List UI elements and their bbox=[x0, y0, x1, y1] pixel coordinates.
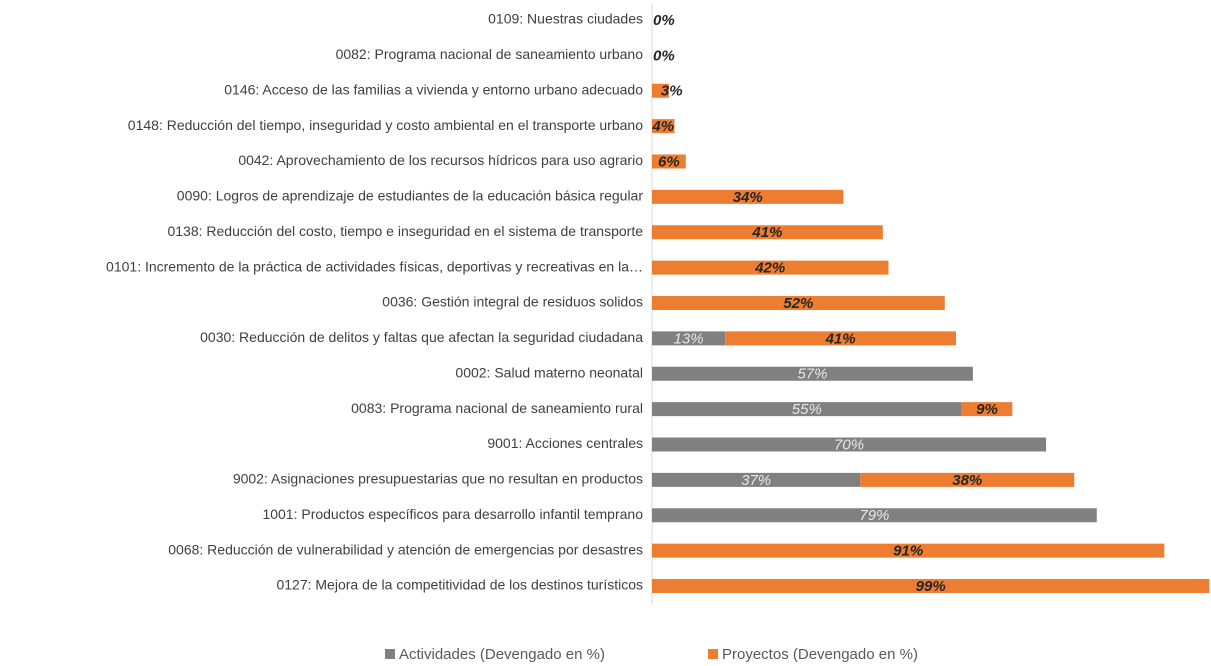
category-label: 0090: Logros de aprendizaje de estudiant… bbox=[177, 188, 644, 204]
data-label: 6% bbox=[658, 153, 680, 170]
data-label: 3% bbox=[661, 83, 683, 100]
data-label: 91% bbox=[893, 543, 923, 560]
bar-segment bbox=[961, 402, 1013, 417]
data-label: 37% bbox=[741, 472, 771, 489]
category-label: 0146: Acceso de las familias a vivienda … bbox=[224, 81, 643, 97]
bar-segment bbox=[652, 119, 675, 134]
category-label: 0068: Reducción de vulnerabilidad y aten… bbox=[168, 541, 643, 557]
legend-swatch bbox=[708, 649, 718, 659]
data-label: 41% bbox=[825, 330, 856, 347]
bar-segment bbox=[652, 296, 945, 310]
bar-segment bbox=[652, 331, 726, 346]
legend-label: Actividades (Devengado en %) bbox=[399, 646, 605, 663]
data-label: 34% bbox=[733, 189, 763, 206]
category-label: 9002: Asignaciones presupuestarias que n… bbox=[233, 471, 643, 487]
data-label: 42% bbox=[754, 260, 785, 277]
bar-segment bbox=[652, 260, 889, 275]
data-label: 0% bbox=[653, 12, 675, 29]
data-label: 13% bbox=[674, 330, 704, 347]
category-label: 0083: Programa nacional de saneamiento r… bbox=[351, 400, 643, 416]
category-label: 0030: Reducción de delitos y faltas que … bbox=[200, 329, 643, 345]
legend-swatch bbox=[385, 649, 395, 659]
category-label: 0148: Reducción del tiempo, inseguridad … bbox=[128, 117, 643, 133]
category-label: 0002: Salud materno neonatal bbox=[455, 364, 643, 380]
category-label: 0036: Gestión integral de residuos solid… bbox=[382, 294, 643, 310]
data-label: 55% bbox=[792, 401, 822, 418]
category-label: 0138: Reducción del costo, tiempo e inse… bbox=[167, 223, 643, 239]
bar-segment bbox=[652, 543, 1165, 558]
data-label: 52% bbox=[783, 295, 813, 312]
bar-segment bbox=[652, 472, 861, 487]
category-label: 0101: Incremento de la práctica de activ… bbox=[106, 258, 643, 274]
data-label: 4% bbox=[651, 118, 674, 135]
category-label: 0127: Mejora de la competitividad de los… bbox=[276, 577, 643, 593]
category-label: 9001: Acciones centrales bbox=[487, 435, 643, 451]
bar-segment bbox=[652, 508, 1097, 523]
bar-segment bbox=[652, 579, 1210, 593]
bar-segment bbox=[652, 437, 1047, 452]
bar-segment bbox=[652, 83, 669, 98]
data-label: 57% bbox=[797, 366, 827, 383]
bar-segment bbox=[652, 189, 844, 204]
bar-segment bbox=[652, 154, 686, 169]
category-label: 0109: Nuestras ciudades bbox=[488, 11, 643, 27]
category-label: 1001: Productos específicos para desarro… bbox=[262, 506, 643, 522]
data-label: 38% bbox=[952, 472, 982, 489]
data-label: 99% bbox=[916, 578, 946, 595]
data-label: 70% bbox=[834, 436, 864, 453]
legend-label: Proyectos (Devengado en %) bbox=[722, 646, 918, 663]
category-label: 0042: Aprovechamiento de los recursos hí… bbox=[238, 152, 643, 168]
data-label: 9% bbox=[976, 401, 998, 418]
category-label: 0082: Programa nacional de saneamiento u… bbox=[336, 46, 644, 62]
bar-segment bbox=[652, 225, 883, 240]
bar-segment bbox=[725, 331, 957, 346]
bar-segment bbox=[652, 366, 973, 381]
data-label: 0% bbox=[653, 47, 675, 64]
data-label: 79% bbox=[859, 507, 889, 524]
bar-segment bbox=[652, 402, 962, 417]
bar-segment bbox=[860, 472, 1075, 487]
data-label: 41% bbox=[751, 224, 782, 241]
